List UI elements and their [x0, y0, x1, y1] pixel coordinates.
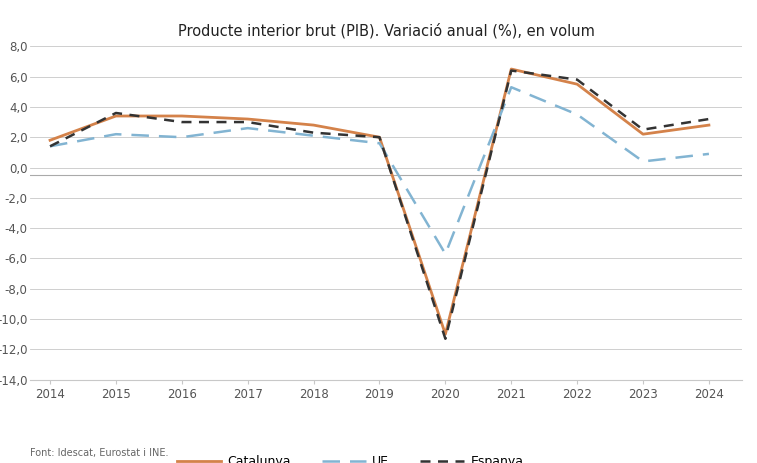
Text: Font: Idescat, Eurostat i INE.: Font: Idescat, Eurostat i INE. [30, 448, 169, 458]
Legend: Catalunya, UE, Espanya: Catalunya, UE, Espanya [173, 450, 528, 463]
Title: Producte interior brut (PIB). Variació anual (%), en volum: Producte interior brut (PIB). Variació a… [178, 23, 594, 38]
